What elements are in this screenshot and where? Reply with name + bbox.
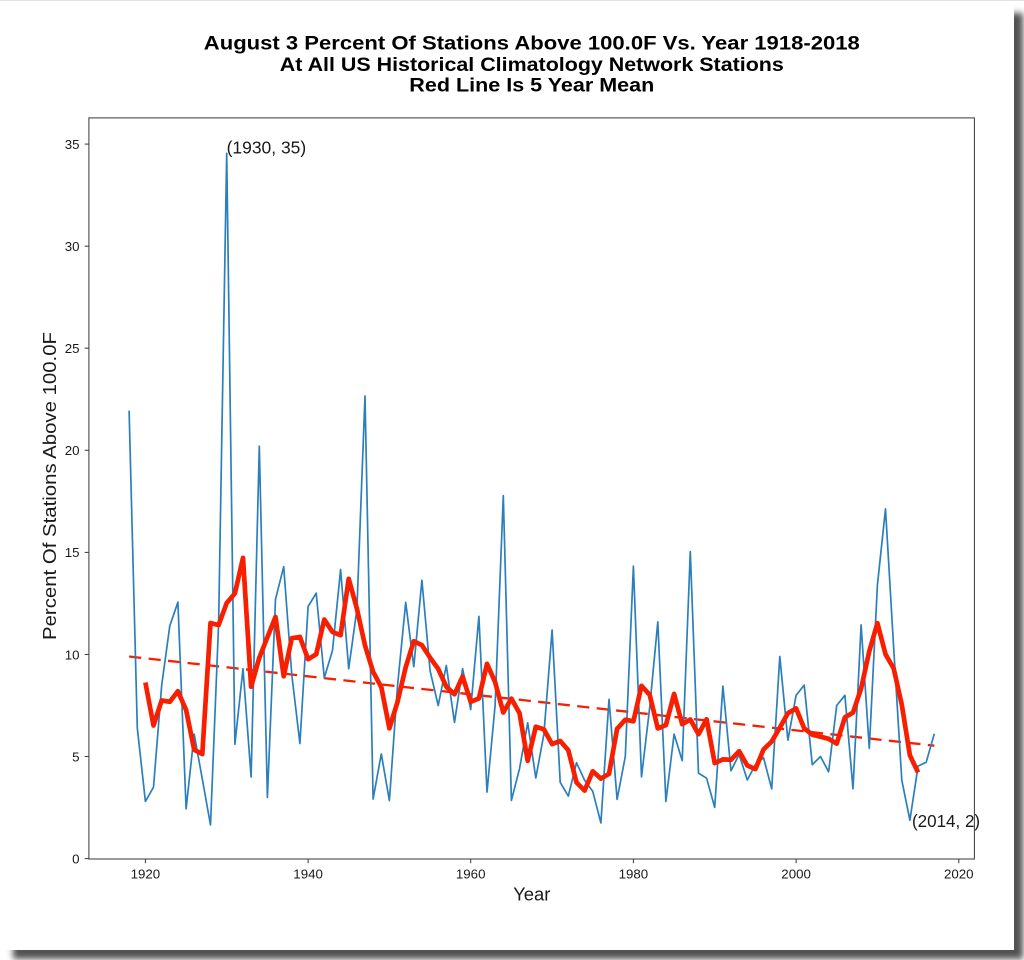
svg-text:Red Line Is 5 Year Mean: Red Line Is 5 Year Mean [409, 76, 654, 97]
svg-text:1960: 1960 [456, 867, 486, 882]
svg-text:Year: Year [513, 883, 550, 904]
svg-text:1980: 1980 [619, 867, 649, 882]
svg-text:10: 10 [65, 647, 80, 662]
svg-text:1920: 1920 [131, 867, 161, 882]
svg-text:(1930, 35): (1930, 35) [227, 137, 307, 157]
svg-text:2020: 2020 [944, 867, 974, 882]
svg-text:August 3 Percent Of Stations A: August 3 Percent Of Stations Above 100.0… [204, 34, 860, 55]
svg-text:Percent Of Stations Above 100.: Percent Of Stations Above 100.0F [39, 332, 60, 640]
svg-text:At All US Historical Climatolo: At All US Historical Climatology Network… [280, 55, 784, 76]
svg-text:5: 5 [72, 749, 79, 764]
svg-text:20: 20 [65, 443, 80, 458]
svg-text:2000: 2000 [781, 867, 811, 882]
svg-text:1940: 1940 [293, 867, 323, 882]
svg-text:(2014, 2): (2014, 2) [912, 811, 980, 831]
svg-text:30: 30 [65, 239, 80, 254]
svg-text:25: 25 [65, 341, 80, 356]
svg-text:35: 35 [65, 137, 80, 152]
svg-text:0: 0 [72, 851, 79, 866]
svg-text:15: 15 [65, 545, 80, 560]
